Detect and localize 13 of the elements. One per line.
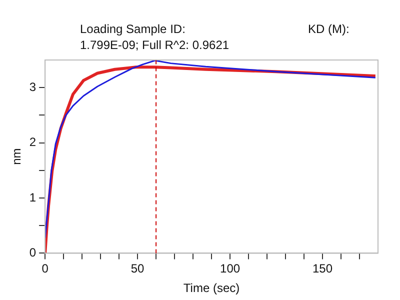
x-tick-label: 150 xyxy=(312,262,333,276)
chart-subtitle: 1.799E-09; Full R^2: 0.9621 xyxy=(80,38,230,52)
chart-title: Loading Sample ID: xyxy=(80,22,186,36)
y-tick-label: 0 xyxy=(29,246,36,260)
y-tick-label: 2 xyxy=(29,135,36,150)
y-axis-title: nm xyxy=(10,148,24,165)
x-tick-label: 100 xyxy=(220,262,240,276)
x-tick-label: 0 xyxy=(42,262,49,276)
x-tick-label: 50 xyxy=(130,262,145,276)
x-axis-title: Time (sec) xyxy=(183,281,240,296)
text: KD (M): xyxy=(308,22,350,36)
y-tick-label: 1 xyxy=(29,190,36,204)
y-tick-label: 3 xyxy=(29,80,36,94)
